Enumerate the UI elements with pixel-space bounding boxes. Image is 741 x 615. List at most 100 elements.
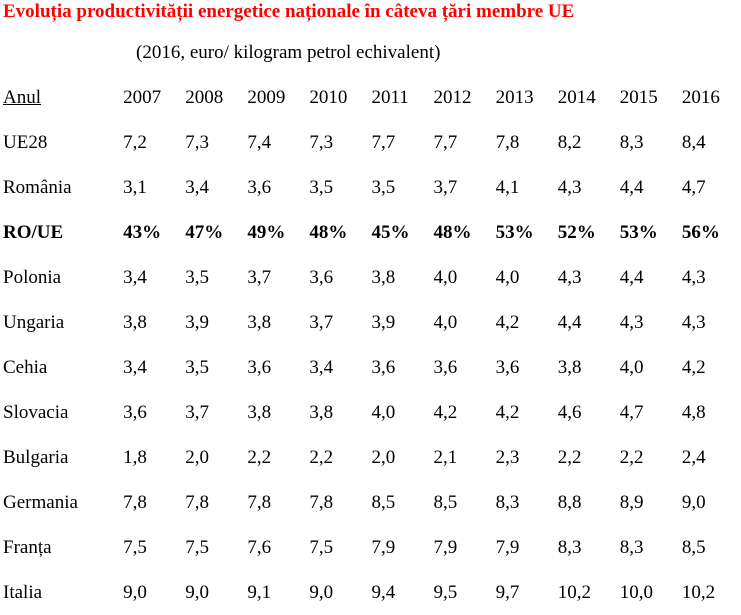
table-cell: 7,9 — [433, 536, 458, 558]
table-cell: 9,1 — [247, 581, 272, 603]
table-cell: 3,4 — [185, 176, 209, 198]
table-cell: 9,7 — [495, 581, 520, 603]
table-cell: 9,5 — [433, 581, 458, 603]
table-cell: 2,1 — [433, 446, 458, 468]
table-cell: 53% — [619, 221, 658, 243]
row-label: RO/UE — [3, 221, 64, 243]
row-label: Bulgaria — [3, 446, 69, 468]
table-cell: 8,5 — [371, 491, 396, 513]
table-header-row: Anul 2007 2008 2009 2010 2011 2012 2013 … — [0, 87, 741, 109]
row-label: Ungaria — [3, 311, 65, 333]
table-cell: 47% — [185, 221, 224, 243]
table-cell: 4,4 — [619, 266, 644, 288]
table-row: RO/UE 43% 47% 49% 48% 45% 48% 53% 52% 53% 56% — [0, 210, 741, 255]
page-title: Evoluția productivității energetice nați… — [3, 1, 575, 22]
year-header: 2007 — [123, 87, 162, 108]
table-cell: 4,7 — [619, 401, 644, 423]
table-cell: 7,6 — [247, 536, 272, 558]
table-row: Italia 9,0 9,0 9,1 9,0 9,4 9,5 9,7 10,2 10,0 10,2 — [0, 570, 741, 615]
table-cell: 2,2 — [309, 446, 334, 468]
year-header: 2008 — [185, 87, 224, 108]
table-cell: 3,5 — [185, 356, 209, 378]
table-row: Bulgaria 1,8 2,0 2,2 2,2 2,0 2,1 2,3 2,2 2,2 2,4 — [0, 435, 741, 480]
year-header: 2016 — [681, 87, 720, 108]
table-cell: 4,2 — [495, 401, 520, 423]
table-cell: 3,6 — [433, 356, 458, 378]
table-row: Slovacia 3,6 3,7 3,8 3,8 4,0 4,2 4,2 4,6 4,7 4,8 — [0, 390, 741, 435]
table-cell: 8,5 — [433, 491, 458, 513]
table-cell: 3,4 — [123, 356, 147, 378]
table-cell: 4,0 — [433, 311, 458, 333]
year-header: 2014 — [557, 87, 596, 108]
table-cell: 3,5 — [185, 266, 209, 288]
header-year-label: Anul — [3, 87, 41, 108]
table-cell: 3,9 — [371, 311, 396, 333]
table-cell: 8,3 — [619, 131, 644, 153]
table-cell: 3,4 — [123, 266, 147, 288]
table-body: Anul 2007 2008 2009 2010 2011 2012 2013 … — [0, 87, 741, 615]
table-cell: 9,0 — [185, 581, 209, 603]
row-label: Polonia — [3, 266, 62, 288]
table-row: UE28 7,2 7,3 7,4 7,3 7,7 7,7 7,8 8,2 8,3 8,4 — [0, 120, 741, 165]
table-cell: 2,4 — [681, 446, 706, 468]
table-cell: 8,9 — [619, 491, 644, 513]
table-cell: 8,2 — [557, 131, 582, 153]
table-cell: 7,4 — [247, 131, 272, 153]
table-cell: 3,8 — [123, 311, 147, 333]
units-subtitle: (2016, euro/ kilogram petrol echivalent) — [136, 42, 441, 63]
table-cell: 4,2 — [433, 401, 458, 423]
table-cell: 4,0 — [433, 266, 458, 288]
table-cell: 3,6 — [371, 356, 396, 378]
table-cell: 3,5 — [309, 176, 334, 198]
table-cell: 7,8 — [247, 491, 272, 513]
table-cell: 4,3 — [557, 176, 582, 198]
table-cell: 52% — [557, 221, 596, 243]
table-cell: 2,0 — [185, 446, 209, 468]
table-row: România 3,1 3,4 3,6 3,5 3,5 3,7 4,1 4,3 4,4 4,7 — [0, 165, 741, 210]
table-cell: 3,8 — [247, 401, 272, 423]
table-cell: 3,7 — [309, 311, 334, 333]
table-cell: 3,6 — [123, 401, 147, 423]
row-label: Slovacia — [3, 401, 69, 423]
table-cell: 7,8 — [495, 131, 520, 153]
table-cell: 3,7 — [433, 176, 458, 198]
table-cell: 3,1 — [123, 176, 147, 198]
table-cell: 7,7 — [371, 131, 396, 153]
table-cell: 1,8 — [123, 446, 147, 468]
table-cell: 3,8 — [371, 266, 396, 288]
table-cell: 8,3 — [619, 536, 644, 558]
table-row: Cehia 3,4 3,5 3,6 3,4 3,6 3,6 3,6 3,8 4,0 4,2 — [0, 345, 741, 390]
productivity-table: Anul 2007 2008 2009 2010 2011 2012 2013 … — [0, 87, 741, 615]
table-cell: 7,8 — [309, 491, 334, 513]
table-cell: 4,3 — [619, 311, 644, 333]
table-cell: 10,2 — [681, 581, 716, 603]
table-cell: 7,9 — [495, 536, 520, 558]
table-cell: 49% — [247, 221, 286, 243]
year-header: 2015 — [619, 87, 658, 108]
table-cell: 45% — [371, 221, 410, 243]
table-cell: 3,9 — [185, 311, 209, 333]
table-cell: 2,2 — [247, 446, 272, 468]
table-cell: 7,5 — [309, 536, 334, 558]
row-label: Cehia — [3, 356, 48, 378]
table-cell: 4,2 — [495, 311, 520, 333]
table-cell: 48% — [309, 221, 348, 243]
year-header: 2009 — [247, 87, 286, 108]
table-cell: 4,3 — [681, 266, 706, 288]
year-header: 2011 — [371, 87, 409, 108]
table-cell: 10,0 — [619, 581, 654, 603]
table-cell: 2,2 — [557, 446, 582, 468]
row-label: Franța — [3, 536, 52, 558]
table-cell: 4,7 — [681, 176, 706, 198]
table-cell: 2,3 — [495, 446, 520, 468]
table-cell: 2,2 — [619, 446, 644, 468]
table-cell: 2,0 — [371, 446, 396, 468]
table-cell: 7,5 — [123, 536, 147, 558]
table-cell: 8,3 — [557, 536, 582, 558]
spacer-cell — [0, 109, 741, 120]
table-cell: 8,8 — [557, 491, 582, 513]
table-cell: 4,2 — [681, 356, 706, 378]
table-cell: 9,0 — [309, 581, 334, 603]
table-cell: 7,3 — [185, 131, 209, 153]
table-cell: 4,4 — [557, 311, 582, 333]
